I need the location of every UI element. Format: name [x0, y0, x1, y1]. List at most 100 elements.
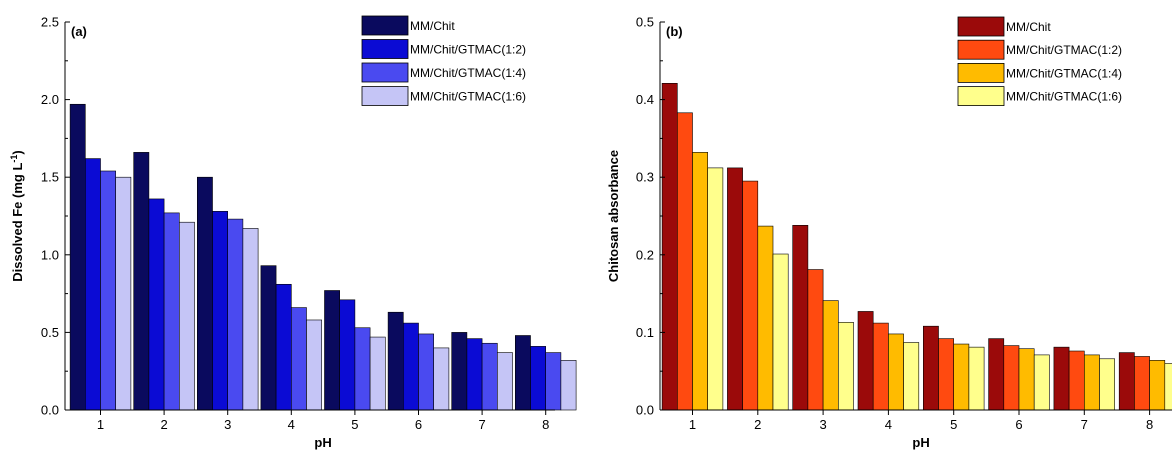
legend-swatch	[361, 62, 409, 83]
x-axis-label: pH	[912, 435, 929, 450]
bar-2-s2-pH3	[807, 269, 824, 411]
x-tick-label: 2	[160, 417, 167, 432]
y-tick-label: 0.3	[636, 170, 654, 185]
panel-label: (b)	[666, 24, 683, 39]
bar-2-s2-pH7	[1068, 350, 1085, 411]
bar-1-s1-pH7	[451, 332, 468, 411]
x-tick-label: 1	[689, 417, 696, 432]
bar-2-s2-pH6	[1003, 345, 1020, 411]
bar-2-s1-pH6	[988, 338, 1005, 411]
bar-2-s2-pH8	[1134, 356, 1150, 411]
bar-1-s3-pH1	[100, 170, 116, 411]
x-axis-label: pH	[314, 435, 331, 450]
bar-2-s3-pH3	[822, 300, 839, 411]
bar-2-s3-pH5	[953, 343, 970, 411]
x-tick-label: 3	[819, 417, 826, 432]
bar-1-s2-pH6	[402, 322, 419, 411]
bar-1-s3-pH4	[290, 307, 307, 411]
y-tick-label: 2.0	[41, 92, 59, 107]
x-tick-label: 1	[97, 417, 104, 432]
bar-1-s3-pH6	[418, 333, 434, 411]
bar-1-s2-pH5	[339, 299, 356, 411]
y-axis-label: Chitosan absorbance	[606, 150, 621, 282]
bar-2-s4-pH5	[968, 346, 985, 411]
bar-1-s2-pH8	[530, 346, 546, 411]
legend-swatch	[957, 39, 1005, 60]
bar-2-s2-pH1	[676, 112, 693, 411]
bar-2-s1-pH5	[922, 325, 939, 411]
bar-2-s3-pH7	[1084, 354, 1100, 411]
legend-label: MM/Chit/GTMAC(1:2)	[1006, 43, 1122, 57]
bar-1-s4-pH1	[115, 176, 132, 411]
legend-label: MM/Chit/GTMAC(1:6)	[1006, 90, 1122, 104]
y-tick-label: 0.0	[41, 403, 59, 418]
y-tick-label: 0.5	[636, 15, 654, 30]
legend-label: MM/Chit/GTMAC(1:4)	[410, 66, 526, 80]
bar-2-s3-pH8	[1149, 360, 1166, 411]
bar-1-s4-pH4	[306, 319, 322, 411]
x-tick-label: 5	[351, 417, 358, 432]
y-tick-label: 0.2	[636, 247, 654, 262]
x-tick-label: 4	[885, 417, 892, 432]
bar-2-s2-pH2	[742, 180, 759, 411]
bar-2-s4-pH7	[1099, 358, 1115, 411]
y-tick-label: 1.5	[41, 170, 59, 185]
x-tick-label: 7	[478, 417, 485, 432]
y-tick-label: 0.5	[41, 325, 59, 340]
bar-1-s4-pH5	[369, 336, 386, 411]
bar-1-s4-pH3	[242, 228, 259, 411]
bar-2-s3-pH6	[1018, 348, 1035, 411]
bar-2-s4-pH4	[903, 342, 920, 411]
bar-2-s3-pH2	[757, 225, 774, 411]
bar-1-s1-pH5	[324, 290, 340, 411]
legend-swatch	[957, 86, 1005, 106]
bar-1-s4-pH7	[496, 352, 513, 411]
bar-2-s3-pH4	[888, 333, 904, 411]
y-tick-label: 0.0	[636, 403, 654, 418]
bar-1-s1-pH3	[197, 176, 213, 411]
bar-2-s2-pH4	[872, 322, 889, 411]
bar-2-s4-pH1	[707, 167, 724, 411]
bar-2-s4-pH6	[1033, 354, 1050, 411]
legend-swatch	[361, 86, 409, 106]
bar-1-s3-pH8	[545, 352, 562, 411]
legend-label: MM/Chit/GTMAC(1:4)	[1006, 66, 1122, 80]
x-tick-label: 5	[950, 417, 957, 432]
legend-label: MM/Chit	[410, 19, 455, 33]
bar-1-s4-pH2	[179, 221, 195, 411]
bar-1-s4-pH6	[433, 347, 450, 411]
bar-1-s1-pH8	[514, 335, 531, 411]
legend-swatch	[957, 16, 1005, 37]
bar-1-s3-pH7	[481, 342, 498, 411]
bar-1-s2-pH2	[148, 198, 165, 411]
bar-2-s4-pH2	[772, 253, 789, 411]
x-tick-label: 6	[1015, 417, 1022, 432]
bar-1-s2-pH7	[466, 338, 483, 411]
bar-1-s3-pH5	[354, 327, 371, 411]
bar-1-s4-pH8	[560, 360, 577, 411]
legend-label: MM/Chit	[1006, 20, 1051, 34]
bar-1-s1-pH2	[133, 152, 150, 411]
bar-2-s4-pH3	[837, 322, 854, 411]
y-axis-label: Dissolved Fe (mg L-1)	[9, 150, 25, 282]
bar-2-s1-pH1	[661, 83, 678, 411]
panel-label: (a)	[71, 24, 87, 39]
bar-2-s4-pH8	[1164, 363, 1172, 411]
legend-swatch	[361, 15, 409, 36]
bar-1-s2-pH3	[212, 211, 228, 411]
bar-2-s3-pH1	[692, 152, 708, 411]
x-tick-label: 7	[1081, 417, 1088, 432]
x-tick-label: 8	[542, 417, 549, 432]
legend-label: MM/Chit/GTMAC(1:6)	[410, 90, 526, 104]
bar-1-s3-pH3	[227, 218, 244, 411]
y-tick-label: 1.0	[41, 247, 59, 262]
bar-2-s1-pH8	[1118, 352, 1135, 411]
chart-panel-1: 0.0 0.5 1.0 1.5 2.0 2.5 1 2 3 4 5 6 7 8 pH Dissolved Fe…	[9, 15, 577, 450]
bar-2-s1-pH3	[792, 225, 809, 411]
x-tick-label: 8	[1146, 417, 1153, 432]
legend-swatch	[957, 63, 1005, 83]
bar-2-s1-pH4	[857, 311, 874, 411]
bar-2-s1-pH7	[1053, 346, 1070, 411]
legend-swatch	[361, 39, 409, 59]
